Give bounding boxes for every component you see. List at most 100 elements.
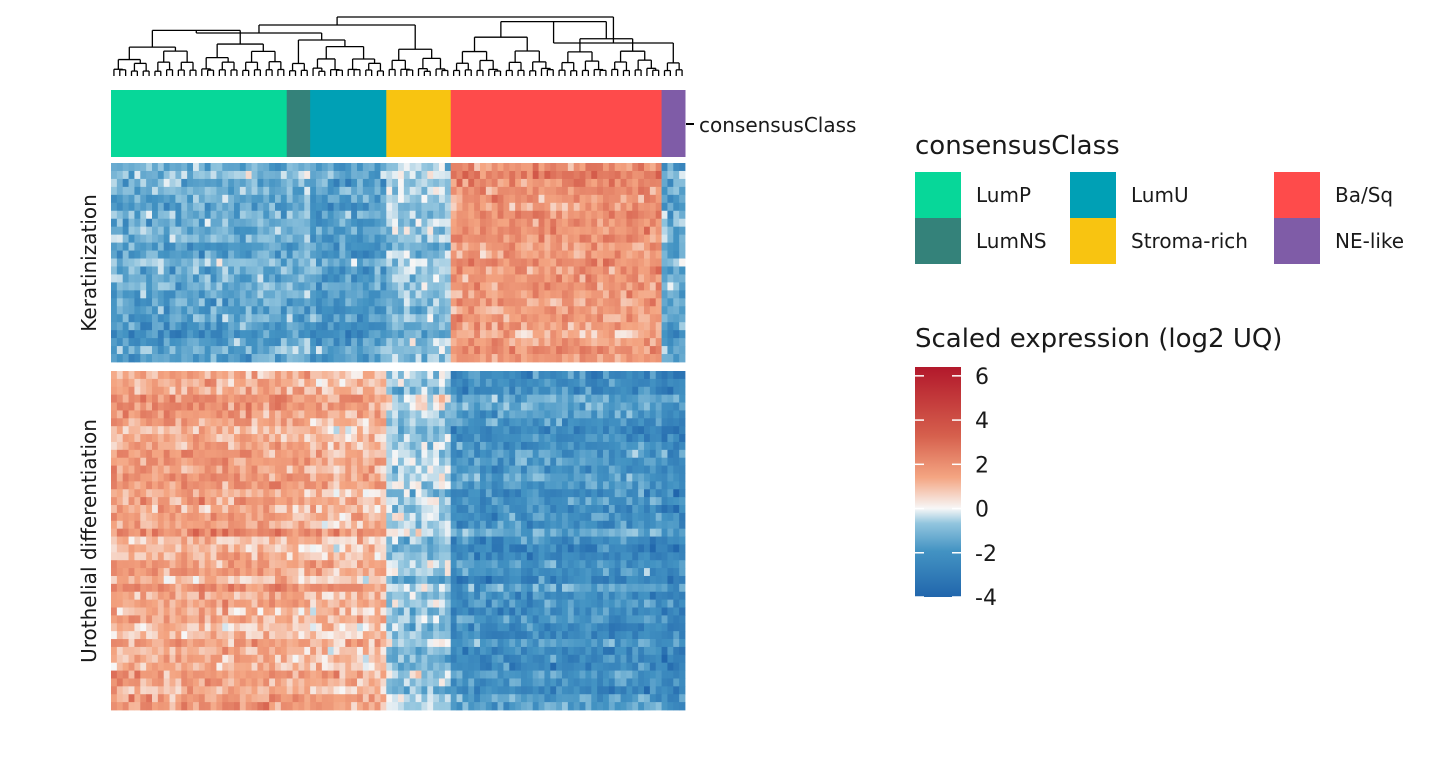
heatmap-cell bbox=[181, 163, 188, 172]
heatmap-cell bbox=[280, 290, 288, 299]
heatmap-cell bbox=[298, 163, 305, 172]
heatmap-cell bbox=[626, 386, 633, 396]
heatmap-cell bbox=[433, 528, 440, 537]
heatmap-cell bbox=[292, 186, 299, 196]
heatmap-cell bbox=[649, 250, 657, 259]
heatmap-cell bbox=[597, 457, 604, 466]
heatmap-cell bbox=[116, 330, 124, 339]
heatmap-cell bbox=[392, 242, 399, 251]
heatmap-cell bbox=[480, 512, 487, 522]
heatmap-cell bbox=[649, 234, 657, 243]
heatmap-cell bbox=[614, 497, 621, 506]
heatmap-cell bbox=[175, 441, 182, 451]
heatmap-cell bbox=[386, 290, 393, 299]
heatmap-cell bbox=[427, 426, 434, 435]
heatmap-cell bbox=[368, 322, 375, 331]
heatmap-cell bbox=[620, 465, 627, 474]
heatmap-cell bbox=[251, 258, 258, 267]
heatmap-cell bbox=[474, 410, 481, 419]
heatmap-cell bbox=[234, 418, 241, 427]
heatmap-cell bbox=[257, 418, 264, 427]
heatmap-cell bbox=[444, 210, 452, 220]
heatmap-cell bbox=[245, 306, 252, 315]
heatmap-cell bbox=[362, 186, 370, 196]
heatmap-cell bbox=[380, 346, 387, 355]
heatmap-cell bbox=[368, 449, 375, 459]
heatmap-cell bbox=[521, 250, 528, 259]
heatmap-cell bbox=[532, 378, 539, 388]
heatmap-cell bbox=[667, 194, 674, 204]
heatmap-cell bbox=[275, 536, 282, 545]
heatmap-cell bbox=[409, 489, 416, 498]
heatmap-cell bbox=[444, 394, 452, 403]
heatmap-cell bbox=[661, 386, 668, 396]
heatmap-cell bbox=[456, 434, 463, 443]
heatmap-cell bbox=[509, 410, 516, 419]
heatmap-cell bbox=[339, 505, 346, 514]
heatmap-cell bbox=[111, 536, 118, 545]
heatmap-cell bbox=[210, 386, 217, 396]
heatmap-cell bbox=[198, 520, 206, 530]
heatmap-cell bbox=[357, 371, 364, 380]
heatmap-cell bbox=[157, 457, 165, 466]
heatmap-cell bbox=[450, 250, 457, 259]
heatmap-cell bbox=[485, 266, 493, 275]
heatmap-cell bbox=[362, 441, 370, 451]
heatmap-cell bbox=[403, 170, 411, 180]
heatmap-cell bbox=[538, 178, 545, 188]
heatmap-cell bbox=[210, 322, 217, 331]
heatmap-cell bbox=[152, 234, 159, 243]
heatmap-cell bbox=[181, 226, 188, 236]
heatmap-cell bbox=[403, 194, 411, 204]
heatmap-cell bbox=[228, 306, 235, 315]
heatmap-cell bbox=[597, 218, 604, 228]
heatmap-cell bbox=[257, 473, 264, 482]
heatmap-cell bbox=[298, 505, 305, 514]
heatmap-cell bbox=[345, 465, 352, 474]
heatmap-cell bbox=[497, 473, 504, 482]
heatmap-cell bbox=[304, 505, 311, 514]
heatmap-cell bbox=[638, 457, 645, 466]
heatmap-cell bbox=[163, 298, 170, 307]
heatmap-cell bbox=[380, 465, 387, 474]
heatmap-cell bbox=[304, 394, 311, 403]
heatmap-cell bbox=[193, 338, 200, 347]
heatmap-cell bbox=[655, 210, 662, 220]
heatmap-cell bbox=[509, 202, 516, 212]
heatmap-cell bbox=[620, 178, 627, 188]
heatmap-cell bbox=[327, 186, 334, 196]
heatmap-cell bbox=[567, 258, 575, 267]
heatmap-cell bbox=[193, 536, 200, 545]
heatmap-cell bbox=[585, 449, 592, 459]
heatmap-cell bbox=[257, 258, 264, 267]
heatmap-cell bbox=[175, 346, 182, 355]
heatmap-cell bbox=[573, 410, 580, 419]
heatmap-cell bbox=[509, 434, 516, 443]
heatmap-cell bbox=[321, 314, 329, 323]
heatmap-cell bbox=[269, 520, 276, 530]
heatmap-cell bbox=[649, 274, 657, 283]
heatmap-cell bbox=[544, 426, 551, 435]
heatmap-cell bbox=[638, 290, 645, 299]
heatmap-cell bbox=[562, 489, 569, 498]
heatmap-cell bbox=[304, 434, 311, 443]
heatmap-cell bbox=[275, 402, 282, 411]
heatmap-cell bbox=[579, 426, 586, 435]
heatmap-cell bbox=[116, 512, 124, 522]
heatmap-cell bbox=[450, 338, 457, 347]
heatmap-cell bbox=[503, 489, 510, 498]
heatmap-cell bbox=[562, 178, 569, 188]
heatmap-cell bbox=[204, 346, 211, 355]
heatmap-cell bbox=[679, 497, 686, 506]
heatmap-cell bbox=[163, 402, 170, 411]
heatmap-cell bbox=[515, 266, 522, 275]
heatmap-cell bbox=[474, 178, 481, 188]
heatmap-cell bbox=[608, 314, 616, 323]
heatmap-cell bbox=[140, 258, 147, 267]
heatmap-cell bbox=[450, 202, 457, 212]
heatmap-cell bbox=[374, 378, 381, 388]
heatmap-cell bbox=[415, 210, 422, 220]
heatmap-cell bbox=[333, 457, 340, 466]
heatmap-cell bbox=[263, 170, 270, 180]
heatmap-cell bbox=[474, 170, 481, 180]
